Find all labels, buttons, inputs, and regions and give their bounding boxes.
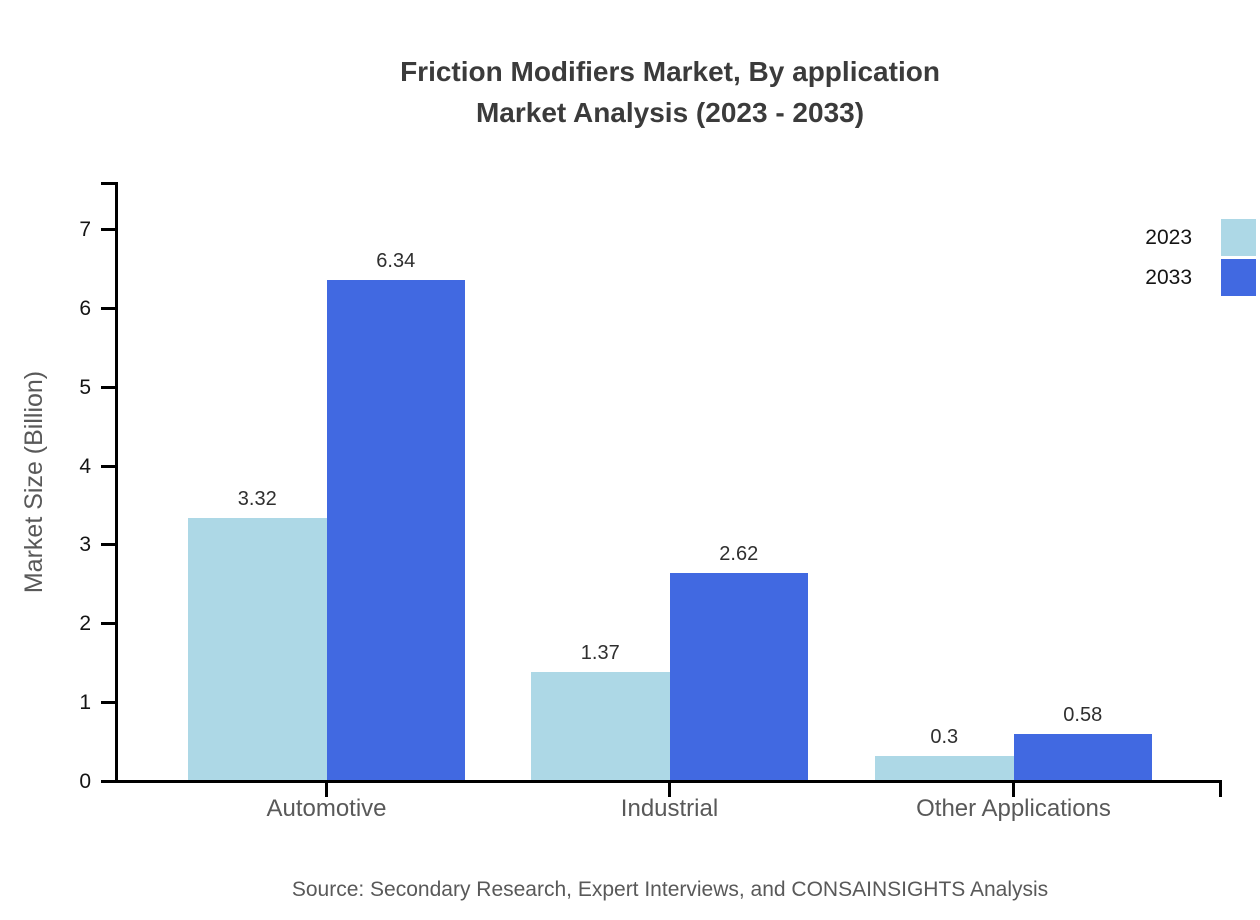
bar-2033-automotive bbox=[326, 280, 465, 780]
y-tick bbox=[101, 385, 115, 389]
y-tick bbox=[101, 543, 115, 547]
legend-label-2033: 2033 bbox=[1145, 265, 1192, 289]
bar-2023-other-applications bbox=[875, 756, 1014, 780]
category-label-automotive: Automotive bbox=[266, 795, 387, 822]
value-label-2033-other-applications: 0.58 bbox=[1063, 704, 1103, 727]
y-tick bbox=[101, 701, 115, 705]
legend-label-2023: 2023 bbox=[1145, 225, 1192, 249]
chart-title-line1: Friction Modifiers Market, By applicatio… bbox=[400, 56, 940, 87]
y-tick bbox=[101, 306, 115, 310]
x-tick bbox=[1012, 780, 1015, 797]
y-tick bbox=[101, 622, 115, 626]
y-tick-label: 7 bbox=[79, 218, 91, 241]
y-tick-label: 0 bbox=[79, 770, 91, 793]
y-tick-label: 2 bbox=[79, 612, 91, 636]
value-label-2023-other-applications: 0.3 bbox=[930, 726, 959, 749]
y-tick bbox=[101, 464, 115, 468]
y-tick bbox=[101, 780, 115, 783]
bar-2033-industrial bbox=[669, 573, 808, 780]
legend: 2023 2033 bbox=[1145, 219, 1256, 296]
bar-2023-automotive bbox=[188, 518, 327, 780]
y-tick-label: 3 bbox=[79, 533, 91, 557]
value-label-2023-industrial: 1.37 bbox=[580, 641, 620, 664]
category-label-industrial: Industrial bbox=[620, 795, 719, 822]
bar-2023-industrial bbox=[531, 671, 670, 780]
y-tick-label: 4 bbox=[79, 454, 91, 478]
x-tick bbox=[668, 780, 671, 797]
y-tick-label: 6 bbox=[79, 296, 91, 320]
chart-title-line2: Market Analysis (2023 - 2033) bbox=[475, 97, 865, 128]
y-axis-line bbox=[115, 182, 118, 783]
source-note: Source: Secondary Research, Expert Inter… bbox=[291, 878, 1049, 901]
category-label-other-applications: Other Applications bbox=[916, 795, 1111, 822]
bar-2033-other-applications bbox=[1013, 734, 1152, 780]
y-tick-label: 5 bbox=[79, 375, 91, 399]
y-axis-cap-tick bbox=[101, 182, 115, 185]
legend-swatch-2033 bbox=[1221, 259, 1256, 296]
x-axis-cap-tick bbox=[1219, 780, 1222, 797]
value-label-2033-automotive: 6.34 bbox=[376, 250, 416, 273]
legend-item-2033: 2033 bbox=[1145, 259, 1256, 296]
chart-title: Friction Modifiers Market, By applicatio… bbox=[118, 51, 1222, 133]
legend-item-2023: 2023 bbox=[1145, 219, 1256, 256]
value-label-2023-automotive: 3.32 bbox=[237, 488, 277, 511]
y-tick bbox=[101, 228, 115, 231]
x-tick bbox=[325, 780, 328, 797]
legend-swatch-2023 bbox=[1221, 219, 1256, 256]
y-tick-label: 1 bbox=[79, 691, 91, 715]
value-label-2033-industrial: 2.62 bbox=[719, 543, 759, 566]
